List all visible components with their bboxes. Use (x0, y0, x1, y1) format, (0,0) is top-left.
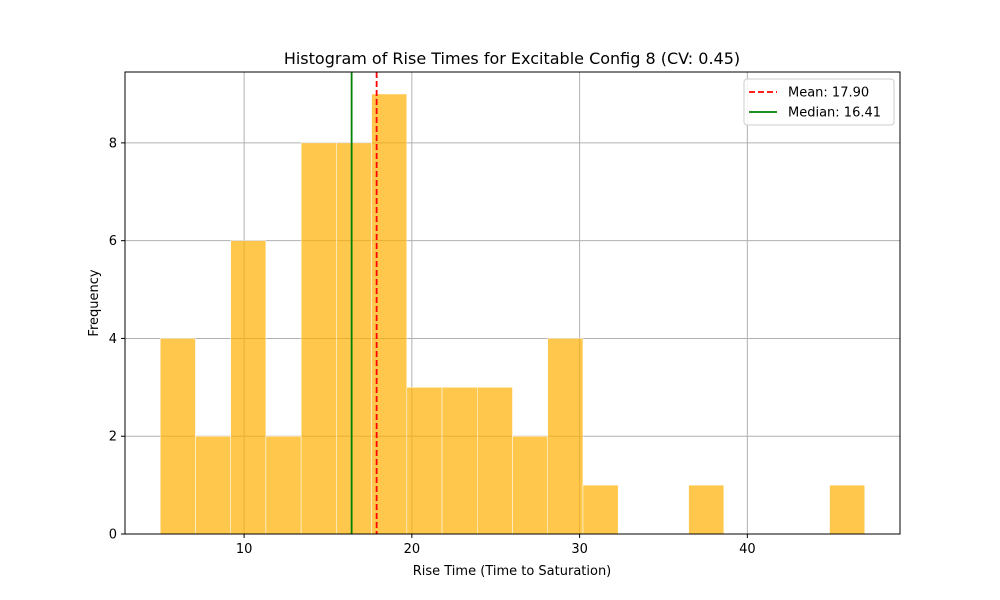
legend-box (743, 78, 895, 126)
y-axis-label: Frequency (87, 269, 102, 336)
y-tick-label: 6 (109, 234, 117, 249)
x-tick-label: 20 (404, 542, 421, 557)
histogram-bar (582, 484, 619, 535)
y-axis-ticks: 0 2 4 6 8 (109, 136, 125, 543)
histogram-bar (547, 338, 584, 535)
y-tick-label: 8 (109, 136, 117, 151)
histogram-bar (441, 387, 478, 535)
histogram-bar (336, 142, 372, 535)
histogram-bar (159, 338, 196, 535)
histogram-bar (300, 142, 337, 535)
y-tick-label: 2 (109, 430, 117, 445)
x-tick-label: 30 (571, 542, 588, 557)
legend-median-label: Median: 16.41 (788, 106, 881, 121)
histogram-bar (512, 435, 548, 535)
histogram-bar (829, 484, 866, 535)
chart-title: Histogram of Rise Times for Excitable Co… (284, 49, 740, 68)
bars-layer (159, 93, 866, 535)
y-tick-label: 0 (109, 528, 117, 543)
histogram-bar (477, 387, 513, 535)
plot-frame (124, 71, 901, 535)
histogram-bar (195, 435, 231, 535)
histogram-bar (406, 387, 443, 535)
legend-mean-label: Mean: 17.90 (788, 86, 869, 101)
legend: Mean: 17.90 Median: 16.41 (743, 78, 895, 126)
x-axis-ticks: 10 20 30 40 (236, 534, 756, 557)
x-tick-label: 40 (739, 542, 756, 557)
histogram-bar (265, 435, 302, 535)
y-tick-label: 4 (109, 332, 117, 347)
reference-lines (350, 72, 378, 534)
histogram-bar (688, 484, 725, 535)
x-axis-label: Rise Time (Time to Saturation) (413, 564, 612, 579)
histogram-bar (230, 240, 267, 535)
x-tick-label: 10 (236, 542, 253, 557)
